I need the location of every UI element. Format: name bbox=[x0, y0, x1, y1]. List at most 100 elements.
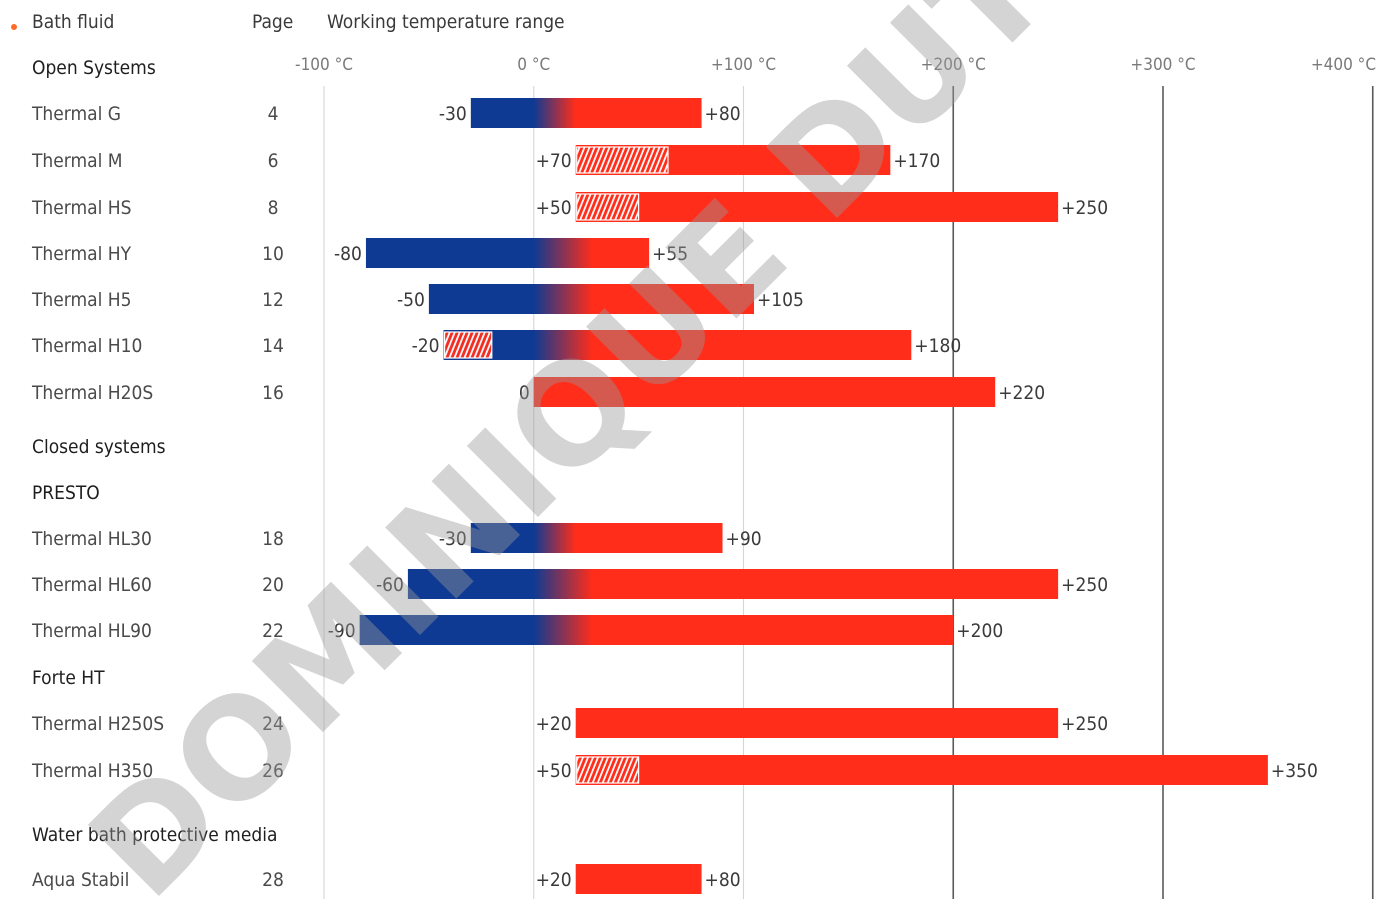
page-number: 22 bbox=[262, 620, 284, 642]
min-value-label: -30 bbox=[439, 103, 467, 125]
min-value-label: +70 bbox=[536, 150, 572, 172]
max-value-label: +220 bbox=[998, 382, 1045, 404]
x-tick-label: +400 °C bbox=[1311, 55, 1376, 75]
fluid-row: Thermal HY 10 -80 +55 bbox=[31, 238, 688, 268]
max-value-label: +250 bbox=[1061, 574, 1108, 596]
hatched-range bbox=[444, 332, 492, 358]
range-bar bbox=[428, 284, 754, 314]
page-number: 10 bbox=[262, 243, 284, 265]
fluid-row: Thermal M 6 +70 +170 bbox=[31, 145, 940, 175]
max-value-label: +250 bbox=[1061, 713, 1108, 735]
fluid-row: Thermal H20S 16 0 +220 bbox=[31, 377, 1045, 407]
min-value-label: -30 bbox=[439, 528, 467, 550]
range-bar bbox=[443, 330, 912, 360]
max-value-label: +180 bbox=[914, 335, 961, 357]
header-page: Page bbox=[252, 11, 293, 33]
section-label: Water bath protective media bbox=[32, 824, 277, 846]
page-number: 24 bbox=[262, 713, 284, 735]
range-bar bbox=[470, 523, 723, 553]
section-label: Closed systems bbox=[32, 436, 166, 458]
min-value-label: +20 bbox=[536, 869, 572, 891]
section-label: Forte HT bbox=[32, 667, 105, 689]
page-number: 6 bbox=[268, 150, 279, 172]
header-working-temperature-range: Working temperature range bbox=[327, 11, 565, 33]
min-value-label: -50 bbox=[397, 289, 425, 311]
fluid-name: Thermal H250S bbox=[31, 713, 164, 735]
page-number: 12 bbox=[262, 289, 284, 311]
x-tick-label: +300 °C bbox=[1130, 55, 1195, 75]
page-number: 26 bbox=[262, 760, 284, 782]
range-bar bbox=[575, 192, 1059, 222]
fluid-row: Thermal HS 8 +50 +250 bbox=[31, 192, 1108, 222]
fluid-name: Thermal H350 bbox=[31, 760, 153, 782]
section-label: Open Systems bbox=[32, 57, 156, 79]
page-number: 18 bbox=[262, 528, 284, 550]
range-bar bbox=[407, 569, 1059, 599]
page-number: 20 bbox=[262, 574, 284, 596]
page-number: 8 bbox=[268, 197, 279, 219]
fluid-name: Thermal HL30 bbox=[31, 528, 152, 550]
fluid-row: Thermal H5 12 -50 +105 bbox=[31, 284, 804, 314]
min-value-label: -20 bbox=[412, 335, 440, 357]
min-value-label: -60 bbox=[376, 574, 404, 596]
max-value-label: +105 bbox=[757, 289, 804, 311]
hatched-range-outline bbox=[576, 146, 669, 174]
fluid-name: Thermal H5 bbox=[31, 289, 132, 311]
x-tick-label: +100 °C bbox=[711, 55, 776, 75]
max-value-label: +80 bbox=[705, 103, 741, 125]
max-value-label: +55 bbox=[652, 243, 688, 265]
min-value-label: -80 bbox=[334, 243, 362, 265]
header-bath-fluid: Bath fluid bbox=[32, 11, 114, 33]
max-value-label: +350 bbox=[1271, 760, 1318, 782]
x-axis-ticks: -100 °C 0 °C +100 °C +200 °C +300 °C +400 °C bbox=[295, 55, 1376, 75]
range-bar bbox=[533, 377, 996, 407]
fluid-name: Thermal H20S bbox=[31, 382, 153, 404]
fluid-name: Thermal HL90 bbox=[31, 620, 152, 642]
hatched-range bbox=[576, 147, 668, 173]
fluid-row: Thermal HL60 20 -60 +250 bbox=[31, 569, 1108, 599]
x-tick-label: -100 °C bbox=[295, 55, 353, 75]
section-label: PRESTO bbox=[32, 482, 100, 504]
range-bar bbox=[359, 615, 954, 645]
x-tick-label: +200 °C bbox=[921, 55, 986, 75]
min-value-label: +20 bbox=[536, 713, 572, 735]
min-value-label: +50 bbox=[536, 197, 572, 219]
fluid-row: Thermal HL90 22 -90 +200 bbox=[31, 615, 1003, 645]
fluid-name: Thermal HY bbox=[31, 243, 132, 265]
hatched-range-outline bbox=[443, 331, 493, 359]
page-number: 28 bbox=[262, 869, 284, 891]
range-bar bbox=[365, 238, 650, 268]
range-bar bbox=[575, 864, 702, 894]
hatched-range-outline bbox=[576, 193, 640, 221]
max-value-label: +170 bbox=[893, 150, 940, 172]
max-value-label: +90 bbox=[726, 528, 762, 550]
x-tick-label: 0 °C bbox=[517, 55, 550, 75]
corner-dot-icon bbox=[11, 24, 17, 30]
max-value-label: +250 bbox=[1061, 197, 1108, 219]
fluid-row: Aqua Stabil 28 +20 +80 bbox=[32, 864, 741, 894]
max-value-label: +80 bbox=[705, 869, 741, 891]
range-bar bbox=[470, 98, 702, 128]
range-bar bbox=[575, 708, 1059, 738]
fluid-name: Thermal HL60 bbox=[31, 574, 152, 596]
fluid-row: Thermal G 4 -30 +80 bbox=[31, 98, 741, 128]
fluid-name: Thermal G bbox=[31, 103, 121, 125]
max-value-label: +200 bbox=[956, 620, 1003, 642]
fluid-row: Thermal H350 26 +50 +350 bbox=[31, 755, 1318, 785]
hatched-range-outline bbox=[576, 756, 640, 784]
chart-rows: Open Systems Thermal G 4 -30 +80 Thermal M 6 +7… bbox=[31, 57, 1318, 894]
fluid-row: Thermal H10 14 -20 +180 bbox=[31, 330, 961, 360]
fluid-row: Thermal HL30 18 -30 +90 bbox=[31, 523, 762, 553]
page-number: 16 bbox=[262, 382, 284, 404]
fluid-name: Thermal M bbox=[31, 150, 123, 172]
min-value-label: -90 bbox=[328, 620, 356, 642]
range-bar bbox=[575, 755, 1268, 785]
hatched-range bbox=[576, 757, 639, 783]
page-number: 14 bbox=[262, 335, 284, 357]
fluid-name: Thermal H10 bbox=[31, 335, 142, 357]
fluid-name: Thermal HS bbox=[31, 197, 132, 219]
min-value-label: 0 bbox=[519, 382, 530, 404]
fluid-name: Aqua Stabil bbox=[32, 869, 129, 891]
min-value-label: +50 bbox=[536, 760, 572, 782]
